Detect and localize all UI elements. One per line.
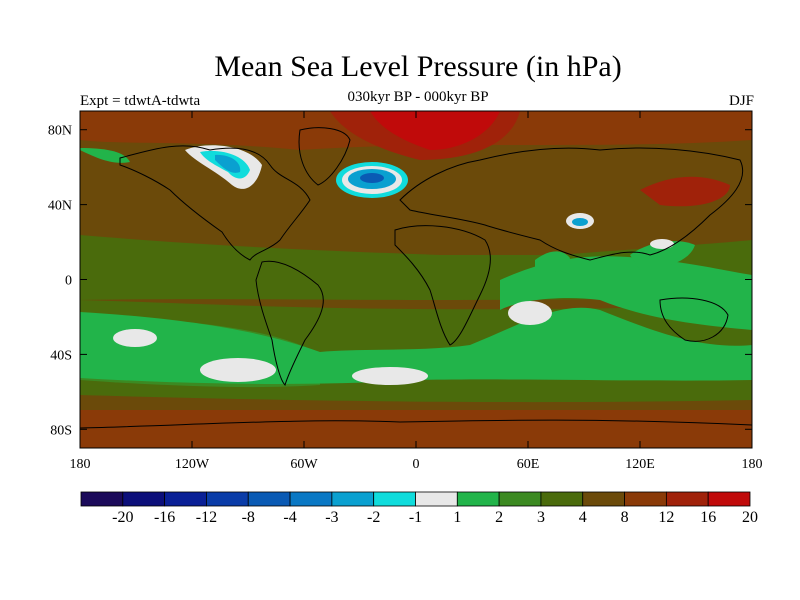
lon-tick-label: 120E (625, 457, 655, 472)
colorbar-label: 8 (621, 509, 629, 526)
patch-south-atlantic (352, 367, 428, 385)
colorbar-swatch (540, 491, 584, 507)
india-green (535, 251, 570, 273)
colorbar-swatch (206, 491, 249, 507)
lat-tick-label: 80N (48, 124, 72, 139)
arctic-high-1620 (370, 111, 500, 150)
colorbar-label: 12 (658, 509, 674, 526)
colorbar-swatch (80, 491, 124, 507)
coastline-antarctica (80, 419, 752, 429)
colorbar-swatch (415, 491, 458, 507)
colorbar-swatch (582, 491, 625, 507)
colorbar-swatch (247, 491, 291, 507)
coastline-eurasia (399, 147, 744, 261)
indian-ocean-band (500, 256, 752, 330)
colorbar-label: -20 (112, 509, 133, 526)
coastline-australia (659, 297, 729, 342)
patch-southwest-pacific (113, 329, 157, 347)
lon-tick-label: 120W (175, 457, 210, 472)
colorbar-label: -2 (367, 509, 380, 526)
lat-tick-label: 0 (65, 274, 72, 289)
experiment-label: Expt = tdwtA-tdwta (80, 93, 201, 109)
coastline-greenland (298, 127, 351, 186)
colorbar-swatch (373, 491, 416, 507)
colorbar-label: -1 (409, 509, 422, 526)
lat-tick-label: 40S (50, 348, 72, 363)
colorbar-label: 2 (495, 509, 503, 526)
colorbar-swatch (289, 491, 333, 507)
coastlines (80, 127, 752, 429)
east-asia-high (640, 176, 730, 207)
lat-tick-label: 40N (48, 199, 72, 214)
tibet-low-blue (572, 218, 588, 226)
colorbar-label: -3 (325, 509, 338, 526)
map-panel (80, 111, 752, 448)
colorbar-label: -12 (196, 509, 217, 526)
lon-tick-label: 180 (742, 457, 763, 472)
lon-tick-label: 60E (517, 457, 540, 472)
season-label: DJF (728, 93, 754, 109)
coastline-north-america (119, 145, 311, 261)
antarctic-band (80, 410, 752, 448)
colorbar-label: 3 (537, 509, 545, 526)
plot-title: Mean Sea Level Pressure (in hPa) (214, 50, 622, 83)
colorbar-label: -4 (283, 509, 296, 526)
patch-indian-ocean (508, 301, 552, 325)
colorbar-swatch (122, 491, 166, 507)
colorbar-swatch (498, 491, 542, 507)
lon-tick-label: 0 (413, 457, 420, 472)
axis-ticks: 180 120W 60W 0 60E 120E 180 80N 40N 0 40S 80S (48, 111, 763, 472)
patch-south-pacific (200, 358, 276, 382)
coastline-africa (394, 225, 491, 346)
colorbar-label: 20 (742, 509, 758, 526)
colorbar-swatch (164, 491, 207, 507)
colorbar-label: 1 (453, 509, 461, 526)
colorbar-swatch (456, 491, 500, 507)
north-pacific-green (80, 148, 130, 163)
west-pacific-green (630, 241, 695, 270)
colorbar-label: -16 (154, 509, 175, 526)
coastline-south-america (255, 260, 324, 386)
time-range-label: 030kyr BP - 000kyr BP (347, 89, 489, 105)
colorbar-label: 4 (579, 509, 587, 526)
colorbar: -20 -16 -12 -8 -4 -3 -2 -1 1 2 3 4 8 12 16 20 (80, 491, 758, 526)
colorbar-swatch (624, 491, 667, 507)
lat-tick-label: 80S (50, 423, 72, 438)
colorbar-swatch (331, 491, 375, 507)
laurentide-low-blue (215, 154, 241, 173)
colorbar-label: -8 (242, 509, 255, 526)
lon-tick-label: 60W (290, 457, 318, 472)
colorbar-label: 16 (700, 509, 716, 526)
colorbar-swatch (707, 491, 751, 507)
lon-tick-label: 180 (70, 457, 91, 472)
colorbar-swatch (665, 491, 709, 507)
scandinavian-low-deep (360, 173, 384, 183)
patch-west-pacific (650, 239, 674, 249)
